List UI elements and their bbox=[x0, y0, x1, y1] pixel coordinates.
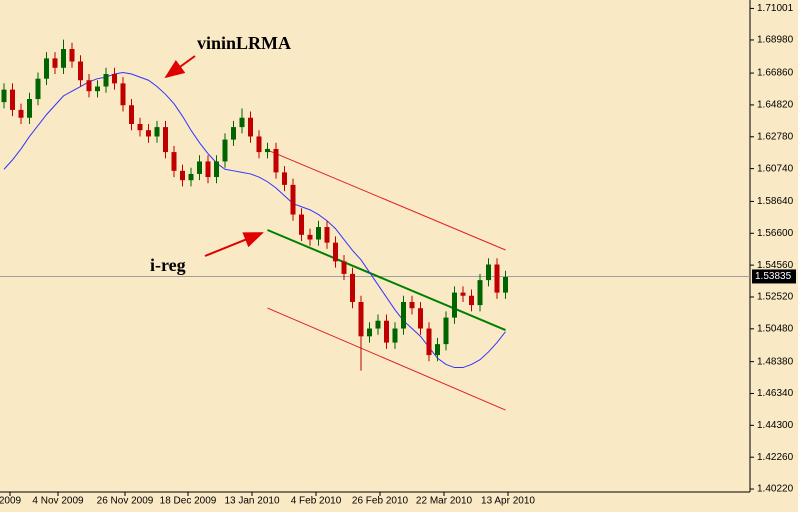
candle-body bbox=[494, 264, 500, 293]
y-tick-label: 1.62780 bbox=[757, 131, 794, 142]
candle-body bbox=[333, 242, 338, 262]
channel-lower bbox=[267, 307, 506, 411]
candle-body bbox=[460, 292, 466, 296]
candle-body bbox=[197, 161, 202, 174]
y-tick-label: 1.50480 bbox=[757, 323, 794, 334]
y-tick-label: 1.66860 bbox=[757, 68, 794, 79]
y-tick-label: 1.52520 bbox=[757, 292, 794, 303]
candle-body bbox=[341, 261, 347, 274]
x-tick-label: 26 Feb 2010 bbox=[352, 496, 409, 507]
candle-body bbox=[18, 109, 24, 118]
candle-body bbox=[52, 58, 58, 68]
x-tick-label: 4 Nov 2009 bbox=[32, 496, 84, 507]
y-tick-label: 1.44300 bbox=[757, 420, 794, 431]
candle-body bbox=[35, 78, 41, 99]
candle-body bbox=[503, 276, 508, 293]
candle-body bbox=[418, 308, 423, 329]
x-tick-label: 4 Feb 2010 bbox=[291, 496, 342, 507]
candle-body bbox=[290, 184, 296, 215]
candle-body bbox=[103, 74, 109, 87]
y-tick-label: 1.60740 bbox=[757, 163, 794, 174]
candle-body bbox=[180, 170, 185, 181]
candle-body bbox=[256, 136, 262, 153]
candle-body bbox=[248, 117, 253, 137]
candle-body bbox=[112, 74, 117, 84]
candle-body bbox=[214, 161, 219, 178]
arrow bbox=[204, 232, 264, 257]
candle-body bbox=[239, 117, 245, 128]
candle-body bbox=[435, 344, 440, 356]
y-tick-label: 1.64820 bbox=[757, 100, 794, 111]
y-tick-label: 1.40220 bbox=[757, 484, 794, 495]
candle-body bbox=[129, 105, 134, 124]
y-tick-label: 1.71001 bbox=[757, 3, 794, 14]
y-tick-label: 1.42260 bbox=[757, 452, 794, 463]
candle-body bbox=[392, 328, 398, 343]
candle-body bbox=[137, 123, 143, 131]
y-tick-label: 1.54560 bbox=[757, 260, 794, 271]
candle-body bbox=[316, 227, 321, 240]
candle-body bbox=[163, 127, 168, 153]
candle-body bbox=[10, 89, 15, 110]
candle-body bbox=[375, 320, 381, 329]
candle-body bbox=[231, 127, 236, 140]
candle-body bbox=[299, 214, 304, 235]
x-tick-label: 18 Dec 2009 bbox=[160, 496, 217, 507]
candle-body bbox=[171, 152, 177, 171]
current-price-label: 1.53835 bbox=[755, 271, 792, 282]
candle-body bbox=[307, 234, 313, 240]
candle-body bbox=[27, 98, 32, 118]
y-tick-label: 1.58640 bbox=[757, 196, 794, 207]
candle-body bbox=[443, 317, 449, 345]
candle-body bbox=[409, 301, 415, 309]
x-tick-label: 22 Mar 2010 bbox=[416, 496, 473, 507]
candle-body bbox=[222, 139, 228, 162]
candle-body bbox=[265, 148, 270, 153]
x-tick-label: 13 Apr 2010 bbox=[481, 496, 535, 507]
candle-body bbox=[367, 328, 372, 337]
candle-body bbox=[452, 292, 457, 318]
candle-body bbox=[384, 320, 389, 343]
candle-body bbox=[282, 172, 287, 185]
y-tick-label: 1.48380 bbox=[757, 356, 794, 367]
candle-body bbox=[1, 89, 7, 103]
candle-body bbox=[44, 58, 49, 79]
annotation: vininLRMA bbox=[197, 33, 291, 53]
y-tick-label: 1.46340 bbox=[757, 388, 794, 399]
candle-body bbox=[273, 148, 279, 173]
x-tick-label: 26 Nov 2009 bbox=[97, 496, 154, 507]
channel-middle bbox=[267, 229, 506, 332]
candle-body bbox=[426, 328, 432, 356]
candle-body bbox=[358, 301, 364, 337]
annotation: i-reg bbox=[150, 255, 186, 275]
channel-upper bbox=[267, 149, 506, 251]
candle-body bbox=[86, 80, 92, 92]
x-tick-label: 13 Jan 2010 bbox=[224, 496, 279, 507]
candle-body bbox=[350, 273, 355, 302]
candle-body bbox=[401, 301, 406, 329]
current-price-box bbox=[752, 269, 796, 284]
candle-body bbox=[205, 161, 211, 178]
candle-body bbox=[69, 49, 75, 62]
candle-body bbox=[324, 227, 330, 243]
candle-body bbox=[61, 49, 66, 68]
candle-body bbox=[486, 264, 491, 281]
candle-body bbox=[146, 130, 151, 137]
candle-body bbox=[95, 86, 100, 92]
candle-body bbox=[78, 61, 83, 81]
candle-body bbox=[477, 280, 483, 306]
candle-body bbox=[120, 83, 126, 106]
y-tick-label: 1.56600 bbox=[757, 228, 794, 239]
candle-body bbox=[469, 295, 474, 306]
x-tick-label: 2009 bbox=[0, 496, 22, 507]
candle-body bbox=[154, 127, 160, 137]
y-tick-label: 1.68980 bbox=[757, 35, 794, 46]
arrow bbox=[164, 55, 196, 79]
candle-body bbox=[188, 173, 194, 181]
